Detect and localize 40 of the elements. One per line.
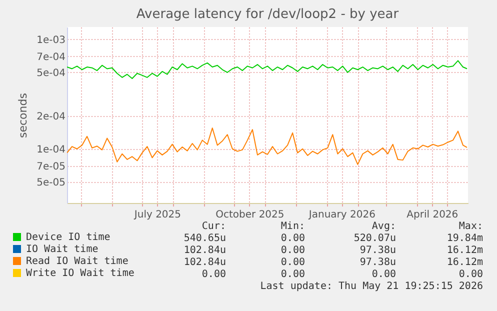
text: 19.84m — [446, 233, 483, 245]
text: Min: — [280, 221, 305, 233]
y-tick-label: 7e-04 — [36, 52, 66, 63]
legend-label: IO Wait time — [26, 244, 98, 255]
text: Last update: Thu May 21 19:25:15 2026 — [260, 281, 483, 293]
x-tick-label: January 2026 — [308, 210, 376, 220]
chart-title: Average latency for /dev/loop2 - by year — [136, 7, 400, 22]
y-tick-label: 7e-05 — [36, 161, 66, 172]
text: 0.00 — [280, 233, 305, 245]
x-tick-label: April 2026 — [406, 210, 458, 220]
y-tick-label: 2e-04 — [36, 111, 66, 122]
text: 0.00 — [458, 269, 483, 281]
text: Cur: — [202, 221, 226, 233]
text: 0.00 — [280, 269, 305, 281]
line-series — [67, 60, 468, 79]
text: 16.12m — [446, 257, 483, 269]
x-tick-label: October 2025 — [216, 210, 284, 220]
text: 540.65u — [184, 233, 226, 245]
text: 0.00 — [280, 257, 305, 269]
x-tick-label: July 2025 — [133, 210, 182, 220]
legend-label: Write IO Wait time — [26, 268, 134, 279]
y-tick-label: 5e-05 — [36, 177, 66, 188]
y-tick-label: 1e-04 — [36, 144, 66, 156]
line-series — [67, 128, 468, 165]
text: Avg: — [372, 221, 396, 233]
y-tick-label: 1e-03 — [36, 34, 66, 46]
text: 102.84u — [184, 257, 226, 269]
text: 16.12m — [446, 245, 483, 257]
text: 97.38u — [360, 257, 396, 269]
legend-label: Device IO time — [26, 232, 110, 243]
y-tick-label: 5e-04 — [36, 68, 66, 79]
text: 97.38u — [360, 245, 396, 257]
text: 0.00 — [202, 269, 226, 281]
text: 102.84u — [184, 245, 226, 257]
text: Max: — [458, 221, 483, 233]
text: 0.00 — [280, 245, 305, 257]
y-axis-title: seconds — [16, 92, 30, 138]
text: 0.00 — [372, 269, 396, 281]
legend-label: Read IO Wait time — [26, 256, 128, 267]
text: 520.07u — [354, 233, 396, 245]
